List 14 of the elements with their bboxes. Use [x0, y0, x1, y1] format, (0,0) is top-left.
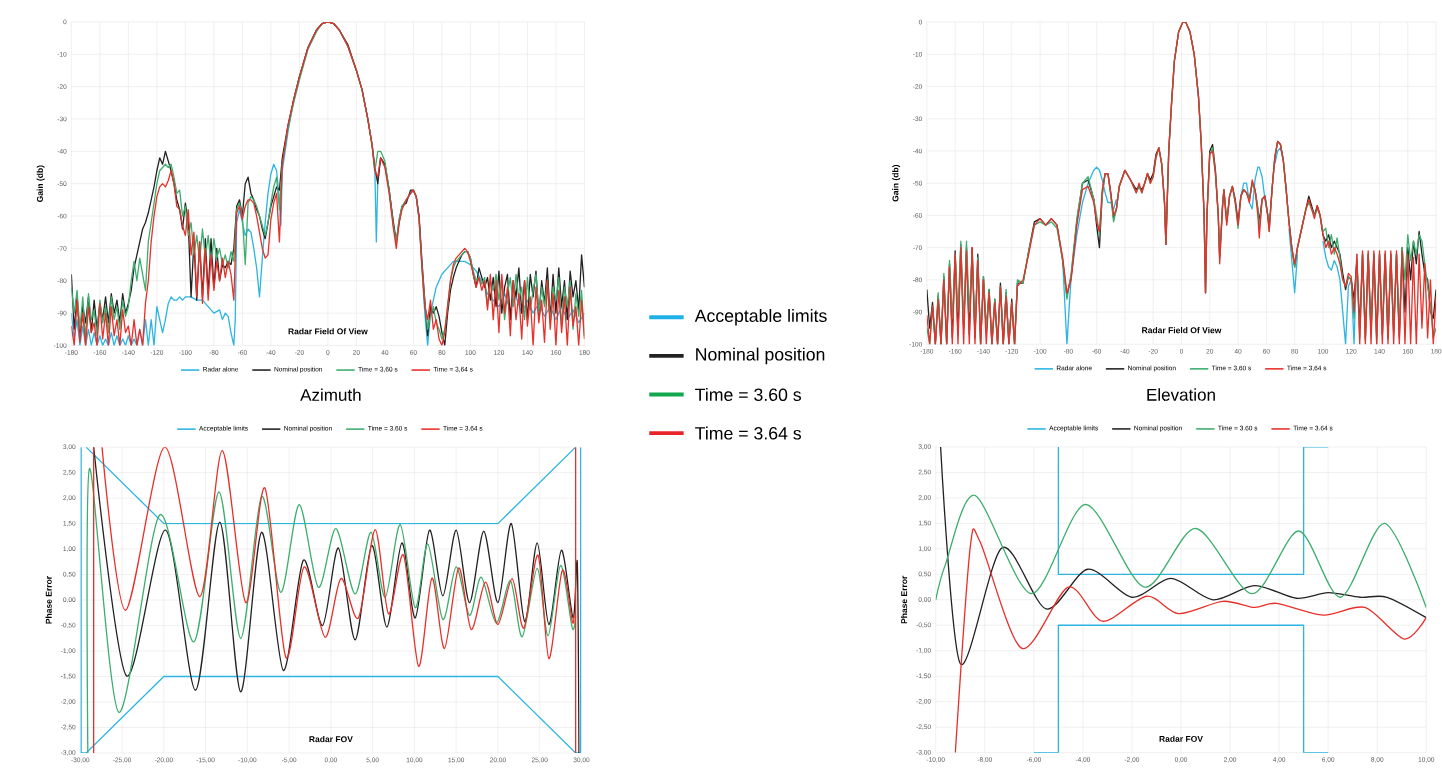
y-axis-title: Gain (db) [892, 164, 901, 202]
y-axis-title: Gain (db) [36, 165, 45, 203]
y-axis-title: Phase Error [900, 575, 908, 624]
chart-title: Elevation [1147, 388, 1215, 401]
x-axis-title: Radar Field Of View [288, 328, 368, 335]
chart-title: Azimuth [300, 388, 361, 402]
y-axis-title: Phase Error [45, 576, 52, 624]
text: Time = 3.60 s [695, 388, 802, 402]
x-axis-title: Radar Field Of View [1142, 327, 1222, 334]
text: Acceptable limits [694, 309, 827, 326]
x-axis-title: Radar FOV [1159, 735, 1203, 742]
text: Nominal position [696, 347, 825, 365]
text: Time = 3.64 s [695, 426, 802, 440]
x-axis-title: Radar FOV [309, 735, 353, 743]
